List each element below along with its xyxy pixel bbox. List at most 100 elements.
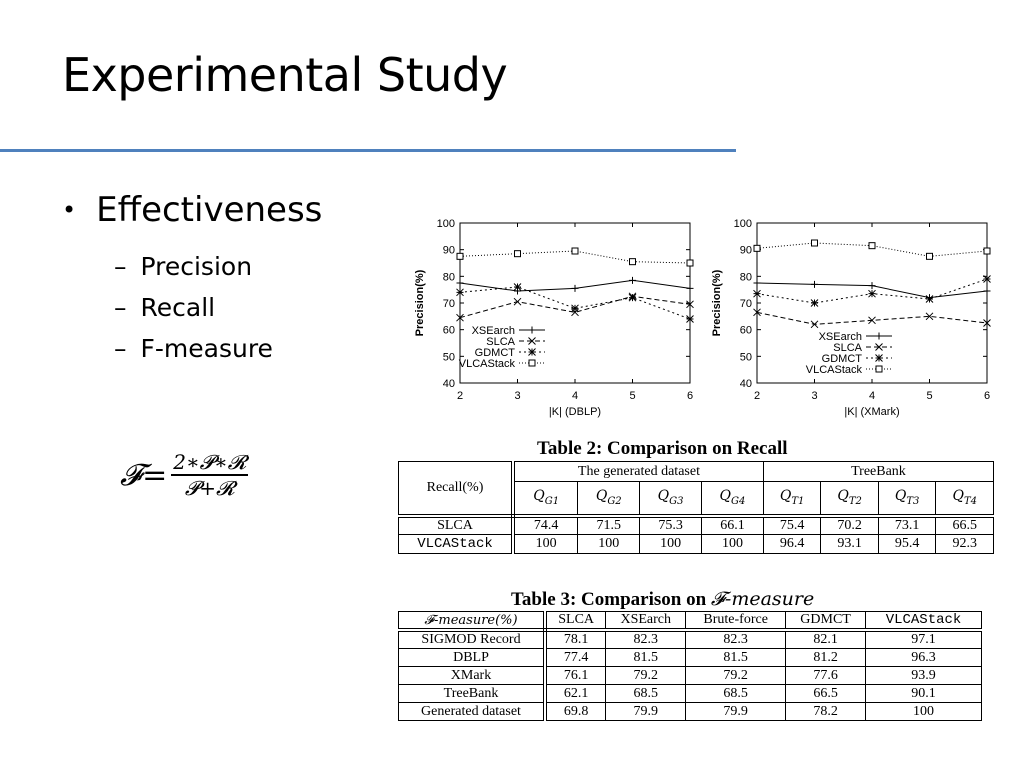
series-xsearch (456, 276, 694, 295)
table3-caption-prefix: Table 3: Comparison on (511, 589, 711, 610)
bullet-effectiveness: • Effectiveness (62, 190, 322, 230)
table3-header: SLCA (544, 611, 607, 632)
data-point (513, 297, 522, 306)
x-tick-label: 3 (514, 390, 520, 402)
table2-corner: Recall(%) (398, 461, 515, 518)
precision-chart-dblp: 40 50 60 70 80 90 100 2 3 4 5 6 |K| (DBLP) Precision(… (414, 218, 694, 418)
table-cell: 68.5 (685, 684, 787, 703)
table-cell: 69.8 (544, 702, 607, 721)
data-point (810, 299, 819, 307)
q-sub: T1 (791, 496, 805, 508)
table-cell: 62.1 (544, 684, 607, 703)
series-slca (753, 308, 991, 329)
series-vlcastack (456, 247, 694, 267)
legend-marker (875, 365, 883, 373)
legend-marker (875, 343, 883, 351)
data-point (983, 287, 991, 295)
data-point (686, 259, 694, 267)
table-cell: 79.9 (605, 702, 687, 721)
q-sub: G4 (731, 496, 746, 508)
data-point (571, 304, 579, 313)
table2-col-header: QG4 (701, 481, 764, 518)
y-tick-label: 70 (740, 298, 752, 310)
table-cell: 75.3 (639, 515, 703, 535)
precision-chart-xmark: 40 50 60 70 80 90 100 2 3 4 5 6 |K| (XMark) Precision… (711, 218, 991, 418)
data-point (571, 247, 579, 255)
table2-group-treebank: TreeBank (762, 461, 995, 482)
data-point (811, 280, 818, 288)
table-cell: 66.5 (785, 684, 867, 703)
table-cell: 79.2 (685, 666, 787, 685)
sub-bullet-label: Recall (140, 293, 216, 322)
q-sub: G2 (607, 496, 622, 508)
x-tick-label: 5 (926, 390, 932, 402)
data-point (868, 316, 876, 325)
table-cell: 81.5 (605, 648, 687, 667)
series-line (459, 250, 691, 264)
table-cell: 100 (701, 534, 764, 554)
table-row: XMark 76.1 79.2 79.2 77.6 93.9 (398, 666, 982, 685)
q-main: Q (952, 488, 964, 505)
y-axis-label: Precision(%) (414, 269, 426, 336)
table-row: DBLP 77.4 81.5 81.5 81.2 96.3 (398, 648, 982, 667)
q-sub: G1 (544, 496, 560, 508)
data-point (629, 276, 636, 284)
row-label: Generated dataset (398, 702, 547, 721)
x-axis-label: |K| (DBLP) (549, 406, 601, 418)
y-tick-label: 90 (443, 245, 455, 257)
data-point (456, 313, 464, 322)
data-point (868, 282, 876, 290)
row-label: VLCAStack (398, 534, 515, 554)
y-tick-label: 100 (734, 218, 752, 230)
table-row: Generated dataset 69.8 79.9 79.9 78.2 10… (398, 702, 982, 721)
y-tick-label: 40 (443, 378, 455, 390)
data-point (810, 320, 819, 329)
legend-label: XSEarch (819, 331, 862, 343)
x-tick-label: 6 (687, 390, 693, 402)
data-point (686, 300, 694, 309)
data-point (456, 279, 464, 287)
dash-icon: – (114, 334, 127, 363)
table-cell: 68.5 (605, 684, 687, 703)
table2-caption: Table 2: Comparison on Recall (537, 438, 788, 459)
table3-header: Brute-force (685, 611, 787, 632)
table-cell: 100 (865, 702, 982, 721)
row-label: SIGMOD Record (398, 629, 547, 649)
recall-table: Recall(%) The generated dataset TreeBank… (398, 461, 995, 554)
legend-label: VLCAStack (459, 358, 516, 370)
table2-col-header: QT3 (877, 481, 937, 518)
sub-bullet-recall: – Recall (114, 293, 322, 322)
series-gdmct (456, 283, 694, 323)
q-main: Q (657, 488, 670, 505)
row-label: DBLP (398, 648, 547, 667)
y-tick-label: 80 (443, 271, 455, 283)
q-main: Q (719, 488, 732, 505)
table-cell: 96.3 (865, 648, 982, 667)
slide-title: Experimental Study (62, 48, 508, 102)
f-measure-formula: 𝓕= 2∗𝓟∗𝓡 𝓟+𝓡 (120, 450, 249, 500)
table2-col-header: QT4 (935, 481, 994, 518)
table-cell: 75.4 (762, 515, 822, 535)
table3-header: XSEarch (605, 611, 687, 632)
formula-fraction: 2∗𝓟∗𝓡 𝓟+𝓡 (171, 450, 249, 500)
data-point (513, 283, 522, 291)
bullet-dot-icon: • (62, 196, 77, 224)
data-point (753, 244, 761, 252)
table-cell: 93.9 (865, 666, 982, 685)
legend-marker (875, 354, 883, 362)
table-cell: 66.1 (701, 515, 764, 535)
y-tick-label: 90 (740, 245, 752, 257)
series-vlcastack (753, 239, 991, 260)
table-cell: 79.9 (685, 702, 787, 721)
data-point (983, 319, 991, 327)
legend-marker (528, 348, 536, 356)
data-point (456, 288, 464, 297)
bullet-list: • Effectiveness – Precision – Recall – F… (62, 190, 322, 363)
table3-header: GDMCT (785, 611, 867, 632)
table2-col-header: QG1 (512, 481, 579, 518)
data-point (686, 284, 694, 292)
table-cell: 81.2 (785, 648, 867, 667)
table-cell: 97.1 (865, 629, 982, 649)
x-tick-label: 3 (811, 390, 817, 402)
